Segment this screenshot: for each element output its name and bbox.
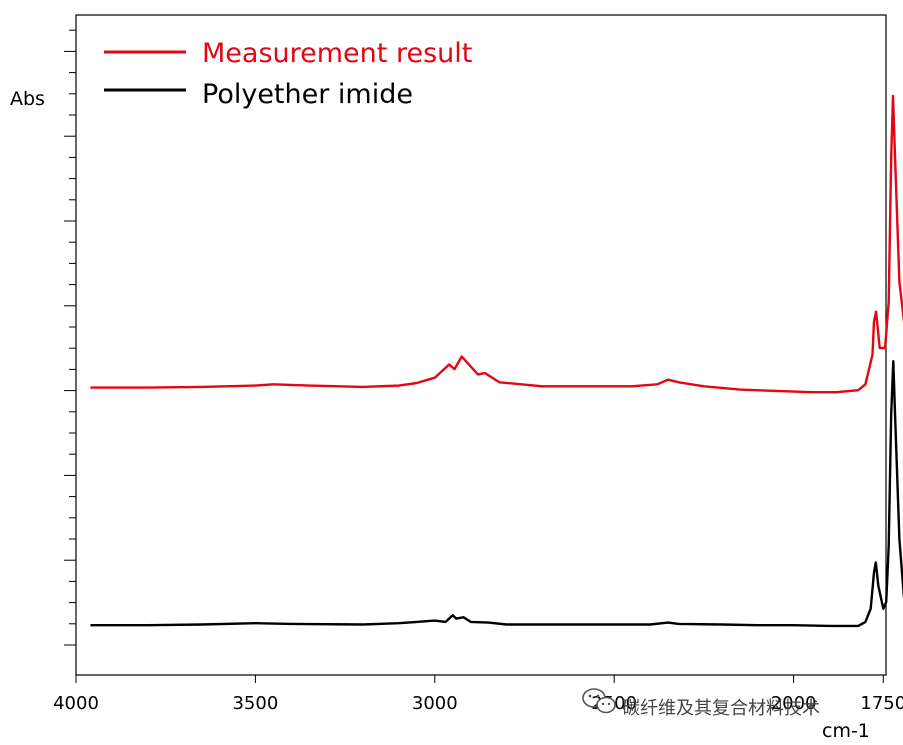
series-line-measurement: [90, 94, 903, 394]
x-tick-label: 3500: [232, 693, 278, 714]
legend: Measurement result Polyether imide: [104, 38, 472, 110]
series-layer: [90, 94, 903, 628]
x-tick-label: 2000: [771, 693, 817, 714]
watermark: 碳纤维及其复合材料技术: [582, 688, 820, 719]
x-tick-label: 1750: [860, 693, 903, 714]
wechat-logo-icon: [582, 688, 616, 714]
x-axis-label: cm-1: [822, 720, 870, 742]
x-axis-ticks: [75, 675, 884, 683]
watermark-text: 碳纤维及其复合材料技术: [622, 698, 820, 719]
y-axis-ticks: [64, 29, 76, 646]
x-tick-label: 4000: [53, 693, 99, 714]
y-axis-label: Abs: [10, 88, 45, 110]
series-line-polyether-imide: [90, 360, 903, 628]
plot-frame: [75, 14, 887, 676]
x-tick-label: 3000: [412, 693, 458, 714]
legend-label-polyether-imide: Polyether imide: [202, 79, 413, 110]
legend-label-measurement: Measurement result: [202, 38, 472, 69]
